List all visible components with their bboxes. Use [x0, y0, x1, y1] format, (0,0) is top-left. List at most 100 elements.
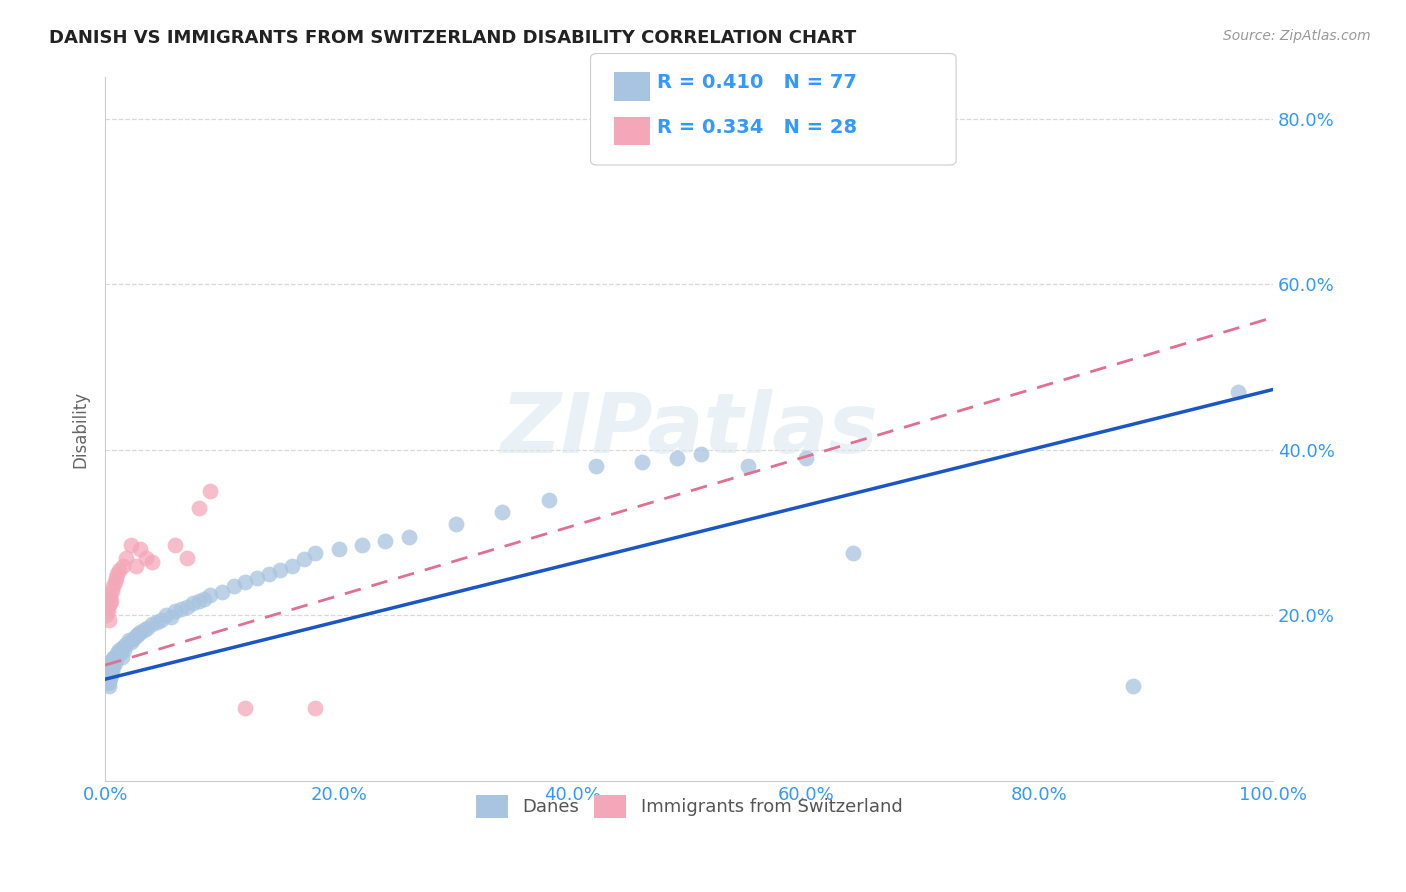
Point: [98, 596, 121, 610]
Point: [98, 671, 121, 685]
Point: [97, 613, 120, 627]
Point: [96, 608, 118, 623]
Point: [97, 591, 120, 606]
Point: [96, 676, 118, 690]
Point: [187, 500, 209, 515]
Point: [124, 629, 146, 643]
Point: [398, 530, 420, 544]
Point: [110, 646, 132, 660]
Point: [141, 555, 163, 569]
Point: [257, 567, 280, 582]
Point: [103, 575, 125, 590]
Point: [105, 646, 128, 660]
Point: [104, 571, 127, 585]
Point: [304, 546, 326, 560]
Point: [96, 671, 118, 685]
Point: [155, 608, 177, 623]
Point: [165, 538, 187, 552]
Point: [97, 660, 120, 674]
Point: [108, 643, 131, 657]
Point: [444, 517, 467, 532]
Point: [136, 621, 159, 635]
Point: [101, 658, 124, 673]
Point: [103, 651, 125, 665]
Point: [111, 558, 134, 573]
Point: [112, 643, 135, 657]
Point: [108, 563, 131, 577]
Point: [105, 567, 128, 582]
Point: [122, 632, 145, 646]
Y-axis label: Disability: Disability: [72, 391, 89, 467]
Point: [101, 665, 124, 679]
Point: [211, 585, 233, 599]
Point: [100, 654, 122, 668]
Point: [96, 600, 118, 615]
Point: [135, 550, 157, 565]
Point: [187, 593, 209, 607]
Point: [129, 542, 152, 557]
Point: [96, 666, 118, 681]
Point: [115, 550, 138, 565]
Point: [98, 665, 121, 679]
Point: [96, 674, 118, 689]
Point: [269, 563, 291, 577]
Point: [246, 571, 269, 585]
Point: [200, 484, 222, 499]
Point: [111, 640, 134, 654]
Point: [129, 625, 152, 640]
Point: [100, 662, 122, 676]
Point: [689, 447, 711, 461]
Point: [100, 668, 122, 682]
Point: [235, 575, 257, 590]
Point: [1122, 679, 1144, 693]
Point: [104, 651, 127, 665]
Point: [159, 610, 181, 624]
Point: [103, 657, 125, 671]
Point: [101, 583, 124, 598]
Point: [491, 505, 513, 519]
Point: [585, 459, 607, 474]
Point: [176, 550, 198, 565]
Point: [1227, 384, 1250, 399]
Point: [115, 637, 138, 651]
Point: [222, 579, 245, 593]
Point: [97, 666, 120, 681]
Point: [374, 533, 396, 548]
Point: [132, 624, 155, 638]
Text: R = 0.334   N = 28: R = 0.334 N = 28: [657, 118, 856, 137]
Point: [98, 588, 121, 602]
Point: [96, 604, 118, 618]
Point: [737, 459, 759, 474]
Point: [235, 701, 257, 715]
Point: [176, 600, 198, 615]
Point: [200, 588, 222, 602]
Text: ZIPatlas: ZIPatlas: [501, 389, 879, 470]
Point: [150, 613, 173, 627]
Point: [120, 635, 142, 649]
Point: [103, 579, 125, 593]
Point: [631, 455, 654, 469]
Legend: Danes, Immigrants from Switzerland: Danes, Immigrants from Switzerland: [468, 789, 910, 825]
Point: [107, 648, 129, 663]
Point: [110, 649, 132, 664]
Point: [124, 558, 146, 573]
Point: [98, 658, 121, 673]
Point: [841, 546, 863, 560]
Point: [96, 662, 118, 676]
Point: [100, 593, 122, 607]
Text: R = 0.410   N = 77: R = 0.410 N = 77: [657, 73, 856, 93]
Point: [193, 591, 215, 606]
Point: [352, 538, 374, 552]
Point: [666, 451, 689, 466]
Point: [120, 538, 142, 552]
Point: [537, 492, 560, 507]
Point: [181, 596, 204, 610]
Text: Source: ZipAtlas.com: Source: ZipAtlas.com: [1223, 29, 1371, 43]
Point: [103, 649, 125, 664]
Point: [96, 668, 118, 682]
Point: [281, 558, 304, 573]
Point: [97, 674, 120, 689]
Point: [292, 552, 315, 566]
Point: [165, 604, 187, 618]
Text: DANISH VS IMMIGRANTS FROM SWITZERLAND DISABILITY CORRELATION CHART: DANISH VS IMMIGRANTS FROM SWITZERLAND DI…: [49, 29, 856, 46]
